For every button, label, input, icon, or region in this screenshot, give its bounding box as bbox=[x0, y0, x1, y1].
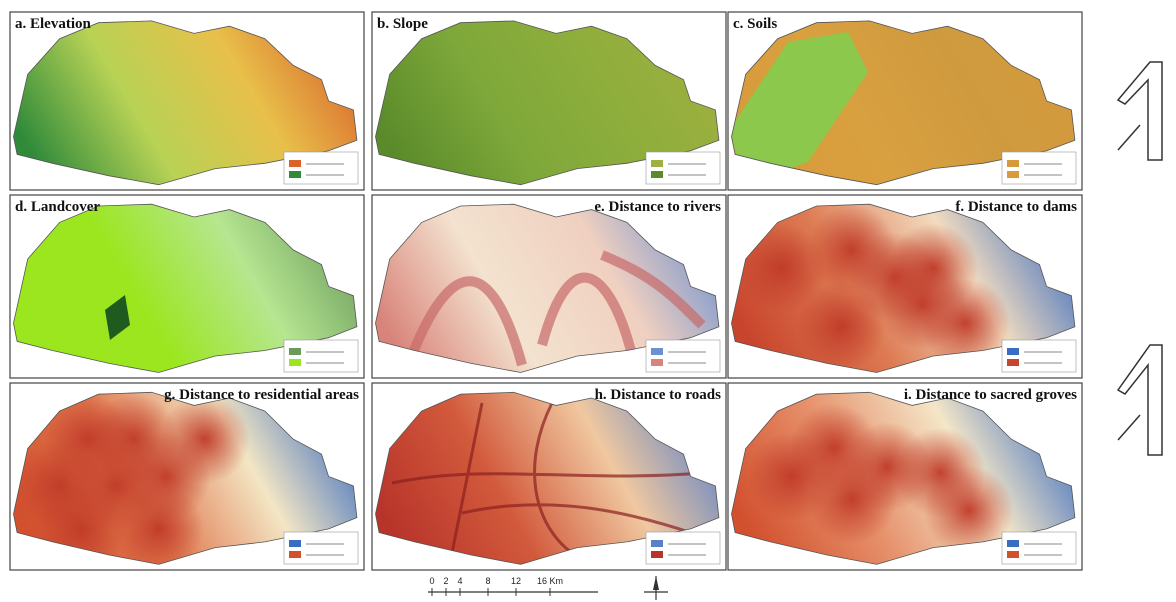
panel-title: h. Distance to roads bbox=[595, 387, 722, 403]
side-mark bbox=[1118, 62, 1162, 160]
legend-box bbox=[1002, 340, 1076, 372]
panel-title: f. Distance to dams bbox=[955, 199, 1077, 215]
map-panel: a. Elevation bbox=[10, 12, 364, 190]
scale-label: 0 bbox=[429, 576, 434, 586]
legend-swatch bbox=[289, 540, 301, 547]
panel-title: b. Slope bbox=[377, 16, 428, 32]
legend-box bbox=[284, 152, 358, 184]
panel-title: e. Distance to rivers bbox=[594, 199, 721, 215]
panel-title: a. Elevation bbox=[15, 16, 91, 32]
legend-box bbox=[284, 532, 358, 564]
legend-swatch bbox=[651, 160, 663, 167]
legend-swatch bbox=[651, 359, 663, 366]
hotspot bbox=[796, 282, 886, 372]
legend-swatch bbox=[651, 540, 663, 547]
side-mark bbox=[1118, 345, 1162, 455]
scale-label: 12 bbox=[511, 576, 521, 586]
map-panel: i. Distance to sacred groves bbox=[728, 383, 1082, 570]
legend-box bbox=[1002, 532, 1076, 564]
hotspot bbox=[807, 454, 897, 544]
map-panel: f. Distance to dams bbox=[728, 195, 1082, 378]
figure: 024 8 12 16 Km a. Elevation b. Slope c. Soils… bbox=[0, 0, 1176, 602]
legend-box bbox=[1002, 152, 1076, 184]
map-panel: g. Distance to residential areas bbox=[10, 383, 364, 574]
legend-swatch bbox=[1007, 160, 1019, 167]
map-panel: b. Slope bbox=[372, 12, 726, 190]
legend-swatch bbox=[289, 171, 301, 178]
legend-swatch bbox=[651, 171, 663, 178]
map-panel: c. Soils bbox=[728, 12, 1082, 190]
legend-box bbox=[646, 340, 720, 372]
legend-swatch bbox=[289, 348, 301, 355]
legend-swatch bbox=[1007, 551, 1019, 558]
map-panel: d. Landcover bbox=[10, 195, 364, 378]
map-panel: e. Distance to rivers bbox=[372, 195, 726, 378]
map-panel: h. Distance to roads bbox=[372, 383, 726, 570]
legend-swatch bbox=[1007, 540, 1019, 547]
hotspot bbox=[878, 260, 968, 350]
legend-swatch bbox=[289, 359, 301, 366]
legend-box bbox=[646, 532, 720, 564]
hotspot bbox=[160, 394, 250, 484]
scale-label: 8 bbox=[485, 576, 490, 586]
panel-title: d. Landcover bbox=[15, 199, 100, 215]
panel-title: i. Distance to sacred groves bbox=[904, 387, 1077, 403]
scale-label: 16 Km bbox=[537, 576, 563, 586]
legend-swatch bbox=[651, 551, 663, 558]
panel-title: c. Soils bbox=[733, 16, 777, 32]
legend-box bbox=[284, 340, 358, 372]
legend-swatch bbox=[1007, 359, 1019, 366]
legend-swatch bbox=[1007, 171, 1019, 178]
legend-swatch bbox=[289, 160, 301, 167]
legend-swatch bbox=[1007, 348, 1019, 355]
legend-box bbox=[646, 152, 720, 184]
scale-label: 2 bbox=[443, 576, 448, 586]
north-arrow bbox=[644, 576, 668, 600]
scale-label: 4 bbox=[457, 576, 462, 586]
panel-title: g. Distance to residential areas bbox=[164, 387, 359, 403]
legend-swatch bbox=[289, 551, 301, 558]
legend-swatch bbox=[651, 348, 663, 355]
